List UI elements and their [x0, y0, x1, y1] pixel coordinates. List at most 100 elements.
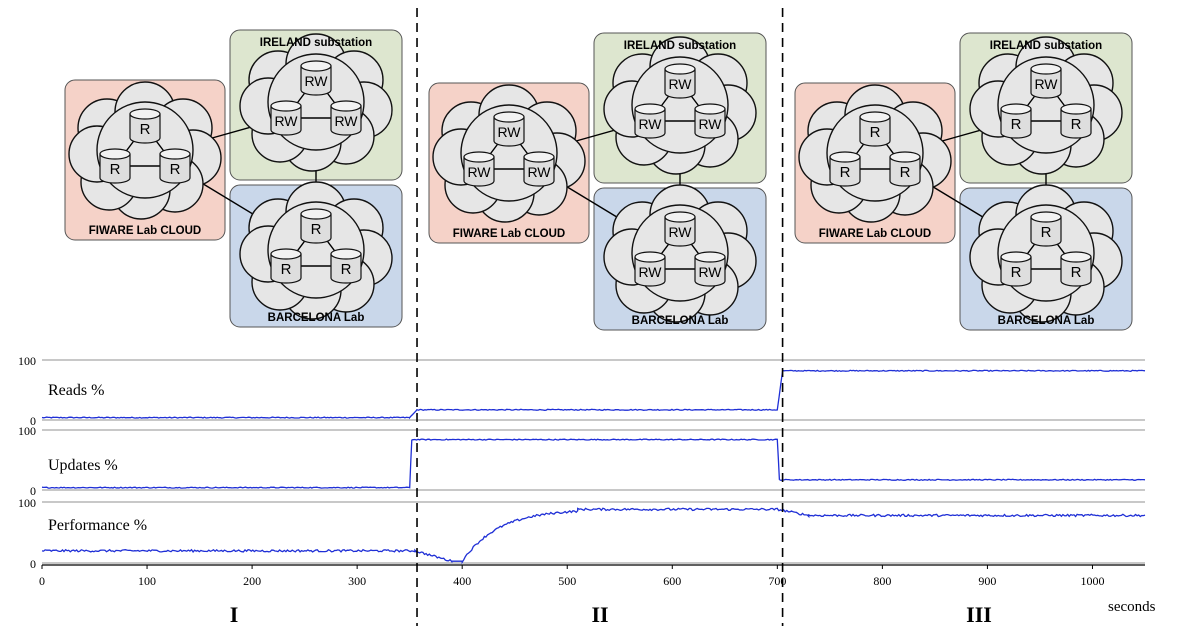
y-tick-label: 100 [18, 354, 36, 368]
replica-role-label: R [110, 161, 121, 178]
x-tick-label: 900 [978, 574, 996, 588]
phase-label-3: III [966, 602, 992, 626]
replica-role-label: R [870, 124, 881, 141]
cloud-shape [603, 36, 757, 175]
replica-role-label: RW [274, 113, 298, 129]
replica-role-label: R [140, 121, 151, 138]
phase-label-1: I [230, 602, 239, 626]
replica-role-label: RW [497, 124, 521, 140]
database-body [664, 69, 696, 99]
replica-node: RW [664, 63, 696, 99]
replica-node: R [99, 148, 131, 184]
database-top [523, 151, 555, 163]
replica-node: RW [634, 251, 666, 287]
chart-panel: 0 100 [18, 354, 1146, 428]
replica-role-label: RW [527, 164, 551, 180]
database-top [300, 60, 332, 72]
ireland-region-label: IRELAND substation [624, 40, 736, 52]
replica-node: RW [463, 151, 495, 187]
cloud-shape [969, 36, 1123, 175]
database-top [859, 111, 891, 123]
topology-phase-1: R R R RW RW RW R R R FIWARE Lab CLOUD IRELAND … [64, 29, 403, 328]
replica-role-label: R [1011, 264, 1022, 281]
database-body [129, 114, 161, 144]
replica-node: RW [523, 151, 555, 187]
cloud-shape [432, 84, 586, 223]
replica-role-label: RW [668, 76, 692, 92]
cloud-shape [239, 33, 393, 172]
replica-node: R [1060, 251, 1092, 287]
replica-node: R [129, 108, 161, 144]
series-line [41, 438, 1146, 489]
x-tick-label: 500 [558, 574, 576, 588]
database-top [1030, 211, 1062, 223]
replica-role-label: R [1071, 116, 1082, 133]
x-tick-label: 700 [768, 574, 786, 588]
database-body [889, 157, 921, 187]
replica-node: RW [1030, 63, 1062, 99]
cloud-shape [969, 184, 1123, 323]
y-tick-label: 0 [30, 557, 36, 571]
database-body [694, 109, 726, 139]
replica-role-label: R [281, 261, 292, 278]
database-top [1000, 251, 1032, 263]
replica-node: R [330, 248, 362, 284]
database-body [463, 157, 495, 187]
barcelona-region-label: BARCELONA Lab [998, 315, 1095, 327]
database-top [694, 251, 726, 263]
replica-node: R [1000, 103, 1032, 139]
series-line [41, 369, 1146, 420]
replica-role-label: RW [1034, 76, 1058, 92]
y-tick-label: 0 [30, 484, 36, 498]
replica-role-label: RW [638, 116, 662, 132]
database-top [270, 248, 302, 260]
x-tick-label: 400 [453, 574, 471, 588]
series-line [41, 507, 1146, 565]
replica-role-label: R [311, 221, 322, 238]
database-body [300, 66, 332, 96]
replica-role-label: RW [638, 264, 662, 280]
replica-role-label: R [170, 161, 181, 178]
phase-label-2: II [591, 602, 608, 626]
database-top [1000, 103, 1032, 115]
database-top [634, 251, 666, 263]
replica-role-label: RW [668, 224, 692, 240]
database-body [694, 257, 726, 287]
y-tick-label: 100 [18, 424, 36, 438]
ireland-region-label: IRELAND substation [990, 40, 1102, 52]
database-top [1030, 63, 1062, 75]
database-body [270, 254, 302, 284]
replica-node: R [1030, 211, 1062, 247]
y-tick-label: 100 [18, 496, 36, 510]
replica-node: R [859, 111, 891, 147]
database-top [1060, 103, 1092, 115]
database-body [330, 254, 362, 284]
replica-node: RW [634, 103, 666, 139]
x-tick-label: 800 [873, 574, 891, 588]
database-body [634, 257, 666, 287]
replica-node: RW [664, 211, 696, 247]
replica-role-label: RW [334, 113, 358, 129]
replica-node: R [1000, 251, 1032, 287]
x-axis: 0 100 200 300 400 500 600 700 800 900 1000 [39, 564, 1145, 588]
database-body [634, 109, 666, 139]
replica-node: R [270, 248, 302, 284]
database-top [330, 100, 362, 112]
replica-role-label: R [341, 261, 352, 278]
x-tick-label: 0 [39, 574, 45, 588]
phase-dividers [416, 8, 784, 626]
cloud-shape [798, 84, 952, 223]
panel-label-reads: Reads % [48, 382, 104, 399]
database-body [270, 106, 302, 136]
replica-role-label: RW [304, 73, 328, 89]
topology-phase-3: R R R RW R R R R R FIWARE Lab CLOUD IRELAND su… [794, 32, 1133, 331]
ireland-region-label: IRELAND substation [260, 37, 372, 49]
database-top [634, 103, 666, 115]
chart-panel: 0 100 [18, 424, 1146, 498]
replica-role-label: R [1041, 224, 1052, 241]
replica-node: R [1060, 103, 1092, 139]
database-body [1000, 109, 1032, 139]
x-tick-label: 1000 [1080, 574, 1104, 588]
